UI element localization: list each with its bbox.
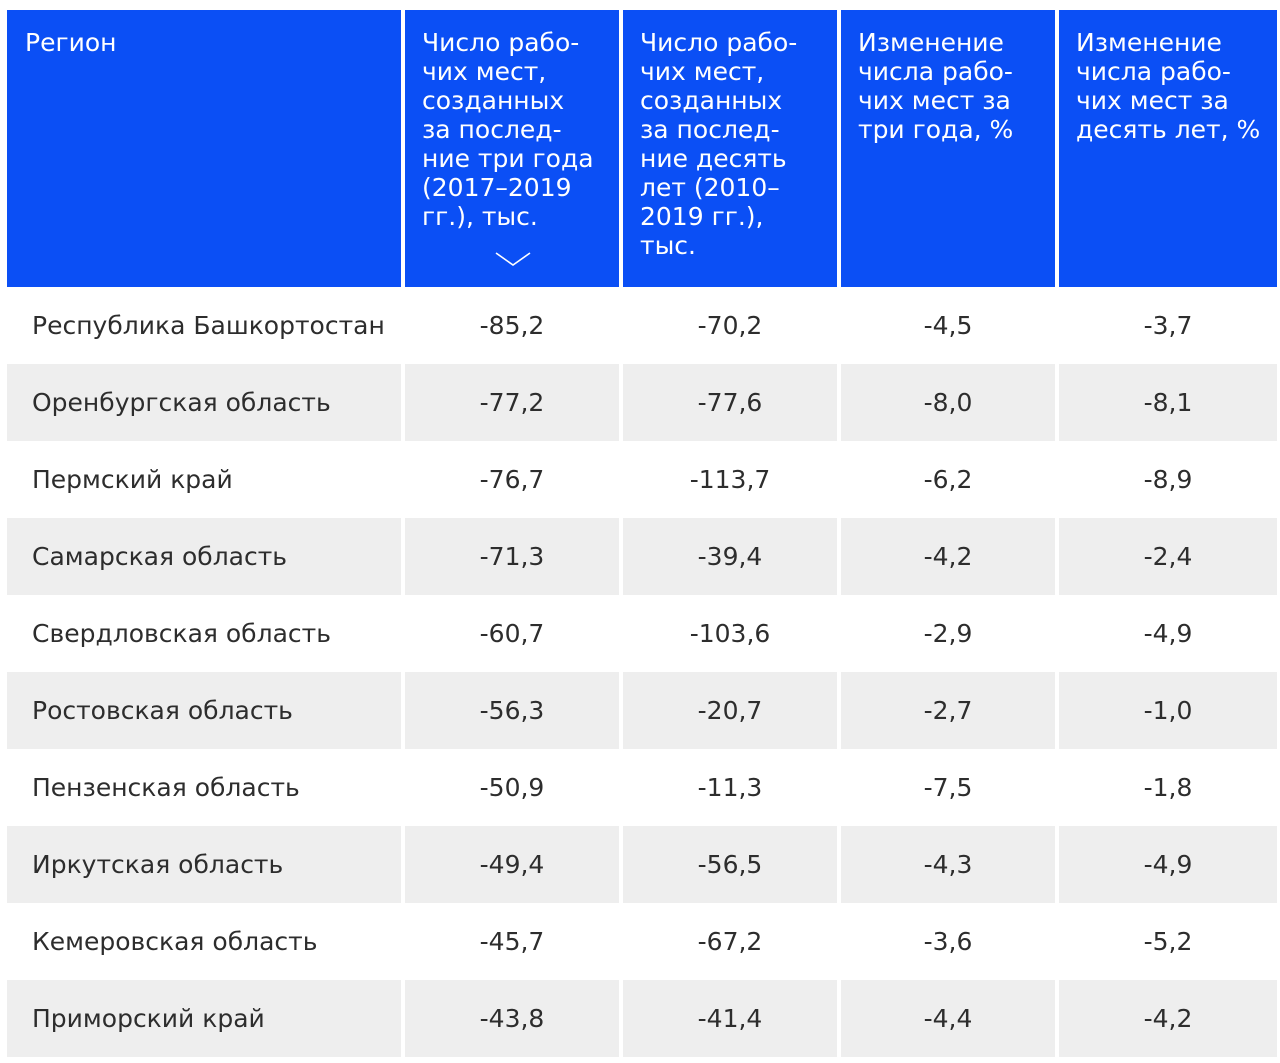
header-region[interactable]: Регион (7, 10, 401, 287)
table-row: Самарская область -71,3 -39,4 -4,2 -2,4 (7, 518, 1277, 595)
cell-jobs-3y: -43,8 (405, 980, 619, 1057)
cell-region: Пензенская область (32, 773, 300, 802)
cell-change-3y: -4,2 (841, 518, 1055, 595)
cell-jobs-3y: -50,9 (479, 773, 545, 802)
cell-change-10y: -3,7 (1143, 311, 1193, 340)
table-row: Пермский край -76,7 -113,7 -6,2 -8,9 (7, 441, 1273, 518)
header-label: Регион (25, 28, 117, 57)
cell-jobs-3y: -77,2 (405, 364, 619, 441)
cell-jobs-3y: -60,7 (479, 619, 545, 648)
table-row: Пензенская область -50,9 -11,3 -7,5 -1,8 (7, 749, 1273, 826)
header-change-10y[interactable]: Изменение числа рабо- чих мест за десять… (1059, 10, 1277, 287)
regions-table: Регион Число рабо- чих мест, созданных з… (7, 10, 1277, 1057)
cell-change-3y: -7,5 (923, 773, 973, 802)
cell-jobs-10y: -39,4 (623, 518, 837, 595)
table-row: Кемеровская область -45,7 -67,2 -3,6 -5,2 (7, 903, 1273, 980)
cell-region: Иркутская область (7, 826, 401, 903)
cell-jobs-10y: -67,2 (697, 927, 763, 956)
cell-change-3y: -2,7 (841, 672, 1055, 749)
cell-region: Республика Башкортостан (32, 311, 385, 340)
header-label: Число рабо- чих мест, созданных за после… (422, 28, 594, 231)
cell-region: Приморский край (7, 980, 401, 1057)
cell-jobs-10y: -20,7 (623, 672, 837, 749)
header-jobs-10y[interactable]: Число рабо- чих мест, созданных за после… (623, 10, 837, 287)
table-row: Ростовская область -56,3 -20,7 -2,7 -1,0 (7, 672, 1277, 749)
cell-region: Свердловская область (32, 619, 331, 648)
cell-jobs-3y: -71,3 (405, 518, 619, 595)
table-row: Оренбургская область -77,2 -77,6 -8,0 -8,1 (7, 364, 1277, 441)
table-header: Регион Число рабо- чих мест, созданных з… (7, 10, 1277, 287)
cell-change-10y: -8,1 (1059, 364, 1277, 441)
cell-jobs-10y: -70,2 (697, 311, 763, 340)
cell-jobs-3y: -45,7 (479, 927, 545, 956)
cell-region: Оренбургская область (7, 364, 401, 441)
cell-change-10y: -4,9 (1143, 619, 1193, 648)
table-body: Республика Башкортостан -85,2 -70,2 -4,5 -3,… (7, 287, 1277, 1057)
cell-region: Пермский край (32, 465, 233, 494)
table-row: Республика Башкортостан -85,2 -70,2 -4,5 -3,… (7, 287, 1273, 364)
cell-change-10y: -4,9 (1059, 826, 1277, 903)
cell-jobs-10y: -77,6 (623, 364, 837, 441)
cell-jobs-3y: -49,4 (405, 826, 619, 903)
cell-change-10y: -4,2 (1059, 980, 1277, 1057)
cell-change-10y: -5,2 (1143, 927, 1193, 956)
chevron-down-icon[interactable] (493, 248, 533, 268)
cell-jobs-10y: -56,5 (623, 826, 837, 903)
cell-jobs-10y: -11,3 (697, 773, 763, 802)
header-label: Изменение числа рабо- чих мест за три го… (858, 28, 1014, 144)
cell-change-3y: -2,9 (923, 619, 973, 648)
cell-region: Ростовская область (7, 672, 401, 749)
cell-change-10y: -1,0 (1059, 672, 1277, 749)
cell-change-3y: -4,4 (841, 980, 1055, 1057)
cell-jobs-3y: -56,3 (405, 672, 619, 749)
cell-change-10y: -1,8 (1143, 773, 1193, 802)
cell-jobs-10y: -41,4 (623, 980, 837, 1057)
cell-change-10y: -8,9 (1143, 465, 1193, 494)
cell-region: Самарская область (7, 518, 401, 595)
cell-region: Кемеровская область (32, 927, 318, 956)
header-label: Изменение числа рабо- чих мест за десять… (1076, 28, 1261, 144)
cell-change-3y: -6,2 (923, 465, 973, 494)
cell-jobs-10y: -103,6 (689, 619, 771, 648)
header-change-3y[interactable]: Изменение числа рабо- чих мест за три го… (841, 10, 1055, 287)
table-row: Свердловская область -60,7 -103,6 -2,9 -4,9 (7, 595, 1273, 672)
header-jobs-3y[interactable]: Число рабо- чих мест, созданных за после… (405, 10, 619, 287)
cell-change-3y: -4,3 (841, 826, 1055, 903)
table-row: Иркутская область -49,4 -56,5 -4,3 -4,9 (7, 826, 1277, 903)
cell-jobs-10y: -113,7 (689, 465, 771, 494)
cell-change-3y: -4,5 (923, 311, 973, 340)
cell-change-3y: -8,0 (841, 364, 1055, 441)
cell-jobs-3y: -85,2 (479, 311, 545, 340)
header-label: Число рабо- чих мест, созданных за после… (640, 28, 798, 260)
table-row: Приморский край -43,8 -41,4 -4,4 -4,2 (7, 980, 1277, 1057)
cell-change-10y: -2,4 (1059, 518, 1277, 595)
cell-change-3y: -3,6 (923, 927, 973, 956)
cell-jobs-3y: -76,7 (479, 465, 545, 494)
